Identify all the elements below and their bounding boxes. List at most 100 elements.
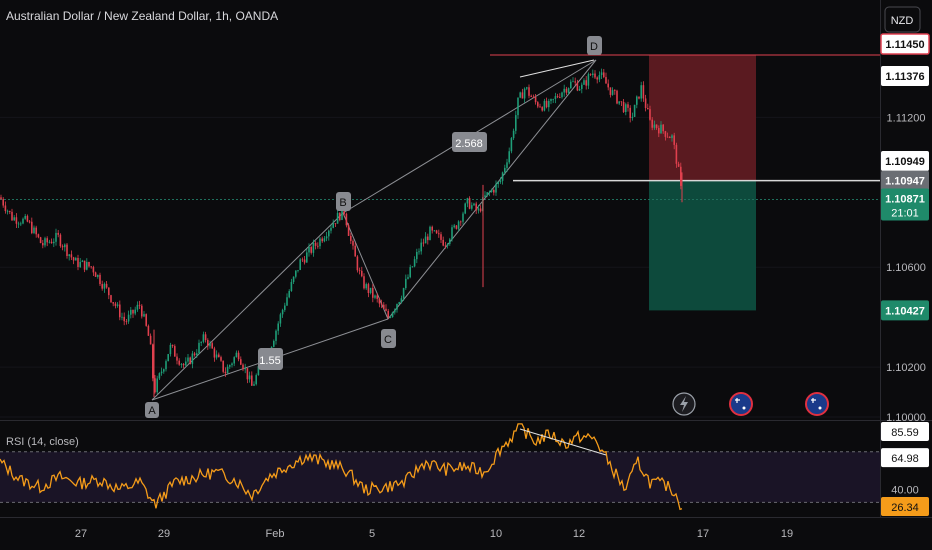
candle	[539, 103, 541, 108]
candle	[596, 76, 598, 84]
svg-text:1.10871: 1.10871	[885, 194, 925, 206]
candle	[224, 367, 227, 377]
candle	[574, 77, 576, 86]
candle	[310, 245, 312, 255]
price-label-last[interactable]: 1.10871 21:01	[881, 188, 929, 221]
price-axis[interactable]: 1.11200 1.10600 1.10200 1.10000 1.11450 1.113…	[880, 33, 930, 424]
candle	[123, 312, 125, 326]
pattern-ratio-label[interactable]: 2.568	[452, 132, 487, 152]
candle	[581, 82, 583, 94]
candle	[92, 265, 95, 276]
candle	[59, 233, 62, 248]
divergence-line-price[interactable]	[519, 59, 595, 78]
candle	[86, 258, 88, 271]
candle	[653, 120, 656, 130]
candle	[286, 293, 288, 307]
take-profit-zone[interactable]	[649, 180, 756, 311]
candle	[198, 339, 200, 355]
candle	[594, 70, 596, 80]
candle	[607, 79, 609, 91]
price-label-level[interactable]: 1.11376	[881, 66, 929, 86]
candle	[35, 225, 37, 238]
candle	[618, 101, 620, 106]
candle	[330, 224, 332, 234]
candle	[561, 91, 563, 99]
candle	[213, 346, 216, 362]
candle	[651, 117, 653, 131]
price-label-horizontal[interactable]: 1.10947	[881, 170, 929, 191]
candle	[460, 220, 462, 226]
candle	[350, 232, 352, 245]
flag-icon[interactable]	[805, 392, 829, 416]
rsi-tick: 85.59	[881, 422, 929, 441]
time-axis[interactable]: 27 29 Feb 5 10 12 17 19	[75, 528, 793, 540]
candle	[290, 278, 293, 292]
price-label-resistance[interactable]: 1.11450	[880, 33, 930, 55]
flag-icon[interactable]	[729, 392, 753, 416]
candle	[517, 97, 519, 119]
candle	[136, 301, 139, 312]
candle	[543, 98, 546, 112]
pattern-label-a[interactable]: A	[145, 402, 159, 418]
candle	[389, 315, 392, 319]
divergence-line-rsi[interactable]	[519, 428, 607, 456]
svg-text:40.00: 40.00	[891, 485, 919, 497]
candle	[44, 236, 46, 248]
candle	[671, 134, 673, 142]
rsi-axis[interactable]: 85.59 64.98 40.00 26.34	[881, 422, 929, 516]
candle	[108, 287, 110, 300]
lightning-icon[interactable]	[672, 392, 696, 416]
candle	[273, 339, 275, 348]
svg-text:D: D	[590, 41, 598, 53]
candle	[552, 98, 554, 103]
candle	[532, 94, 535, 99]
candle	[345, 212, 348, 228]
candle	[636, 95, 638, 109]
candle	[526, 86, 528, 91]
candle	[88, 261, 90, 268]
candle	[416, 248, 418, 264]
time-tick: 27	[75, 528, 87, 540]
position-tool[interactable]	[649, 55, 756, 311]
candle	[275, 329, 277, 345]
candle	[438, 229, 440, 238]
pattern-label-d[interactable]: D	[587, 36, 602, 55]
candle	[281, 308, 284, 318]
candle	[237, 350, 240, 362]
candle	[647, 103, 649, 110]
candle	[495, 180, 497, 196]
candle	[116, 302, 119, 308]
pattern-label-c[interactable]: C	[381, 329, 396, 348]
pattern-ratio-label[interactable]: 1.55	[258, 348, 283, 370]
candle	[39, 236, 42, 244]
pattern-line-b-c[interactable]	[342, 212, 389, 320]
candle	[121, 312, 123, 321]
candle	[464, 202, 466, 215]
price-label-level[interactable]: 1.10949	[881, 151, 929, 171]
currency-button[interactable]: NZD	[884, 6, 921, 33]
candle	[156, 375, 158, 395]
rsi-tick: 26.34	[881, 497, 929, 516]
candle	[391, 311, 394, 318]
candle	[383, 302, 385, 309]
stop-loss-zone[interactable]	[649, 55, 756, 181]
price-label-target[interactable]: 1.10427	[881, 300, 929, 321]
candle	[418, 248, 420, 255]
pattern-label-b[interactable]: B	[336, 192, 351, 211]
candle	[501, 171, 504, 185]
candle	[400, 295, 403, 304]
candle	[548, 98, 550, 112]
candle	[202, 331, 205, 344]
candle	[449, 237, 451, 246]
candle	[442, 236, 444, 247]
candle	[13, 215, 15, 222]
candle	[504, 164, 506, 175]
candle	[649, 105, 651, 121]
candle	[372, 284, 374, 303]
candle	[422, 238, 425, 247]
candle	[433, 230, 436, 232]
candle	[376, 292, 378, 303]
rsi-title[interactable]: RSI (14, close)	[6, 436, 79, 448]
pattern-line-a-b[interactable]	[151, 212, 344, 401]
